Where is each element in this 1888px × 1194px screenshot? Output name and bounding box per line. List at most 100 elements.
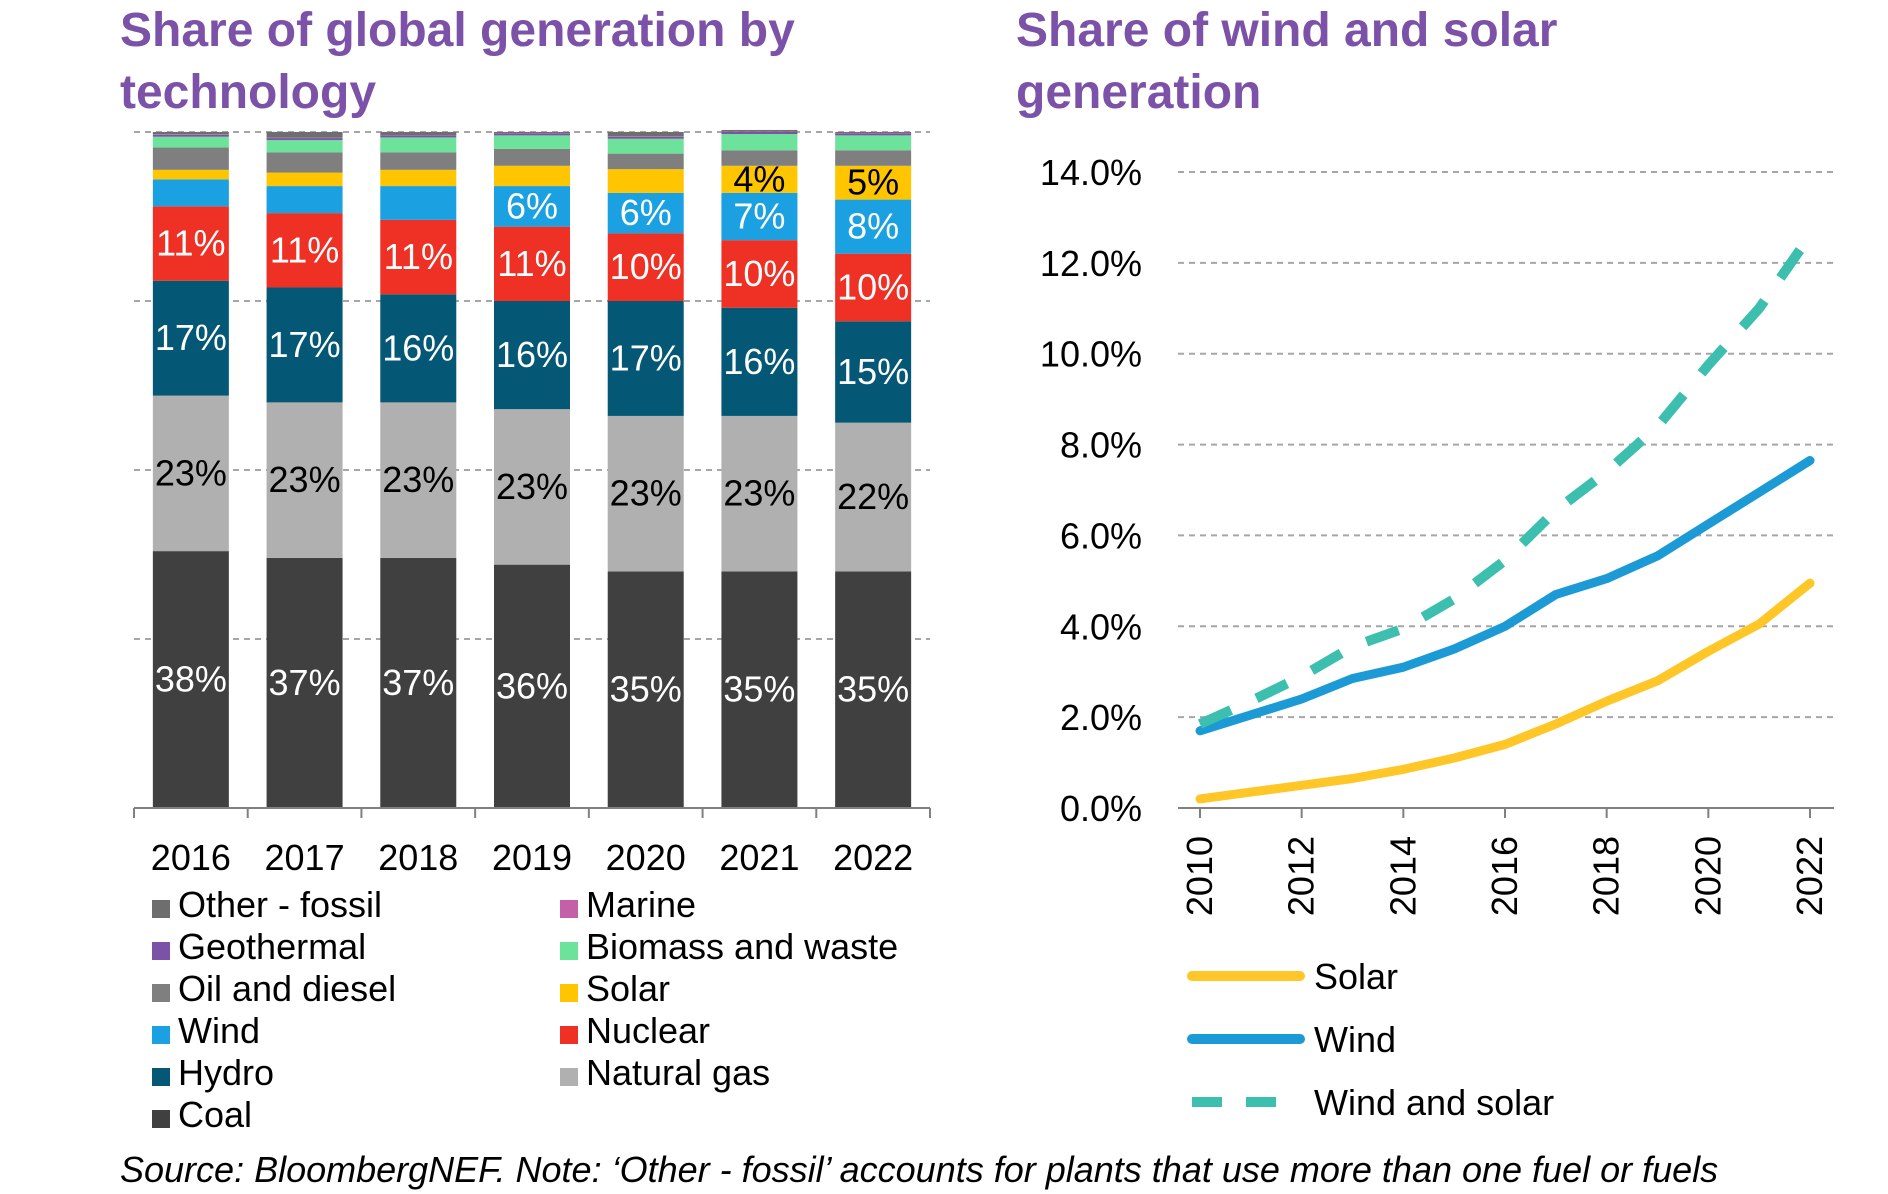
bar-segment-coal bbox=[607, 571, 684, 808]
bar-segment-geothermal bbox=[835, 133, 912, 136]
data-label: 22% bbox=[837, 476, 909, 517]
bar-segment-solar bbox=[607, 169, 684, 193]
data-label: 23% bbox=[155, 452, 227, 493]
y-tick-label: 0.0% bbox=[1060, 788, 1142, 829]
bar-segment-nuclear bbox=[835, 253, 912, 322]
bar-segment-wind bbox=[266, 186, 343, 214]
legend-label: Wind bbox=[1314, 1019, 1396, 1060]
bar-segment-nuclear bbox=[152, 206, 229, 281]
legend-label: Coal bbox=[178, 1094, 252, 1135]
bar-segment-oil-and-diesel bbox=[835, 150, 912, 166]
x-tick-label: 2014 bbox=[1382, 836, 1423, 916]
bar-segment-biomass-and-waste bbox=[266, 140, 343, 153]
y-tick-label: 2.0% bbox=[1060, 697, 1142, 738]
data-label: 16% bbox=[496, 334, 568, 375]
bar-segment-hydro bbox=[835, 321, 912, 423]
legend-swatch bbox=[152, 1068, 170, 1086]
bar-segment-nuclear bbox=[607, 233, 684, 301]
bar-segment-wind bbox=[380, 186, 457, 220]
bar-segment-wind bbox=[607, 192, 684, 234]
bar-segment-geothermal bbox=[380, 135, 457, 138]
legend-label: Marine bbox=[586, 884, 696, 925]
data-label: 36% bbox=[496, 665, 568, 706]
bar-segment-coal bbox=[721, 571, 798, 808]
bar-segment-solar bbox=[494, 165, 570, 187]
bar-segment-other-fossil bbox=[607, 132, 684, 137]
bar-segment-other-fossil bbox=[152, 132, 229, 135]
series-line-wind bbox=[1195, 456, 1815, 736]
bar-segment-solar bbox=[835, 165, 912, 200]
bar-segment-coal bbox=[494, 564, 570, 808]
x-tick-label: 2020 bbox=[1687, 836, 1728, 916]
data-label: 37% bbox=[382, 662, 454, 703]
legend-swatch bbox=[152, 1026, 170, 1044]
data-label: 17% bbox=[269, 324, 341, 365]
bar-segment-natural-gas bbox=[152, 395, 229, 552]
bar-segment-natural-gas bbox=[835, 422, 912, 572]
legend-swatch bbox=[560, 1068, 578, 1086]
data-label: 23% bbox=[496, 466, 568, 507]
y-tick-label: 10.0% bbox=[1040, 334, 1142, 375]
data-label: 4% bbox=[733, 158, 785, 199]
series-line-wind-and-solar bbox=[1197, 232, 1815, 729]
bar-segment-wind bbox=[721, 192, 798, 241]
data-label: 11% bbox=[497, 243, 566, 284]
bar-segment-coal bbox=[152, 551, 229, 808]
data-label: 11% bbox=[156, 223, 225, 264]
data-label: 38% bbox=[155, 659, 227, 700]
data-label: 10% bbox=[837, 266, 909, 307]
bar-segment-oil-and-diesel bbox=[721, 150, 798, 166]
bar-segment-geothermal bbox=[494, 133, 570, 136]
legend-swatch bbox=[560, 1026, 578, 1044]
legend-label: Hydro bbox=[178, 1052, 274, 1093]
bar-segment-nuclear bbox=[494, 226, 570, 301]
data-label: 6% bbox=[620, 192, 672, 233]
x-tick-label: 2022 bbox=[833, 837, 913, 878]
bar-segment-nuclear bbox=[266, 213, 343, 288]
bar-segment-hydro bbox=[494, 301, 570, 410]
data-label: 11% bbox=[270, 229, 339, 270]
x-tick-label: 2021 bbox=[719, 837, 799, 878]
bar-segment-biomass-and-waste bbox=[835, 135, 912, 151]
bar-segment-coal bbox=[380, 557, 457, 808]
right-chart-title: Share of wind and solar generation bbox=[1016, 4, 1558, 119]
bar-segment-wind bbox=[152, 179, 229, 207]
legend-swatch bbox=[152, 900, 170, 918]
legend-label: Oil and diesel bbox=[178, 968, 396, 1009]
series-line-solar bbox=[1195, 578, 1815, 804]
bar-segment-nuclear bbox=[380, 219, 457, 295]
bar-segment-geothermal bbox=[152, 134, 229, 137]
bar-segment-natural-gas bbox=[607, 415, 684, 572]
bar-segment-biomass-and-waste bbox=[721, 134, 798, 151]
data-label: 16% bbox=[382, 327, 454, 368]
x-tick-label: 2020 bbox=[606, 837, 686, 878]
data-label: 10% bbox=[610, 246, 682, 287]
bar-segment-biomass-and-waste bbox=[494, 135, 570, 149]
data-label: 6% bbox=[506, 185, 558, 226]
data-label: 35% bbox=[610, 669, 682, 710]
bar-segment-hydro bbox=[152, 280, 229, 396]
bar-segment-hydro bbox=[266, 287, 343, 403]
bar-segment-biomass-and-waste bbox=[607, 138, 684, 154]
bar-segment-biomass-and-waste bbox=[152, 136, 229, 148]
data-label: 23% bbox=[382, 459, 454, 500]
bar-segment-solar bbox=[266, 172, 343, 187]
bar-segment-solar bbox=[152, 169, 229, 180]
x-tick-label: 2016 bbox=[1484, 836, 1525, 916]
legend-swatch bbox=[152, 984, 170, 1002]
data-label: 10% bbox=[723, 253, 795, 294]
bar-segment-oil-and-diesel bbox=[266, 152, 343, 173]
bar-segment-hydro bbox=[721, 307, 798, 416]
bar-segment-other-fossil bbox=[721, 129, 798, 132]
data-label: 35% bbox=[837, 669, 909, 710]
legend-label: Geothermal bbox=[178, 926, 366, 967]
bar-segment-wind bbox=[494, 186, 570, 227]
data-label: 5% bbox=[847, 162, 899, 203]
legend-label: Nuclear bbox=[586, 1010, 710, 1051]
legend-label: Natural gas bbox=[586, 1052, 770, 1093]
legend-swatch bbox=[152, 942, 170, 960]
legend-label: Solar bbox=[1314, 956, 1398, 997]
bar-segment-oil-and-diesel bbox=[152, 147, 229, 170]
x-tick-label: 2010 bbox=[1179, 836, 1220, 916]
bar-segment-coal bbox=[835, 571, 912, 808]
